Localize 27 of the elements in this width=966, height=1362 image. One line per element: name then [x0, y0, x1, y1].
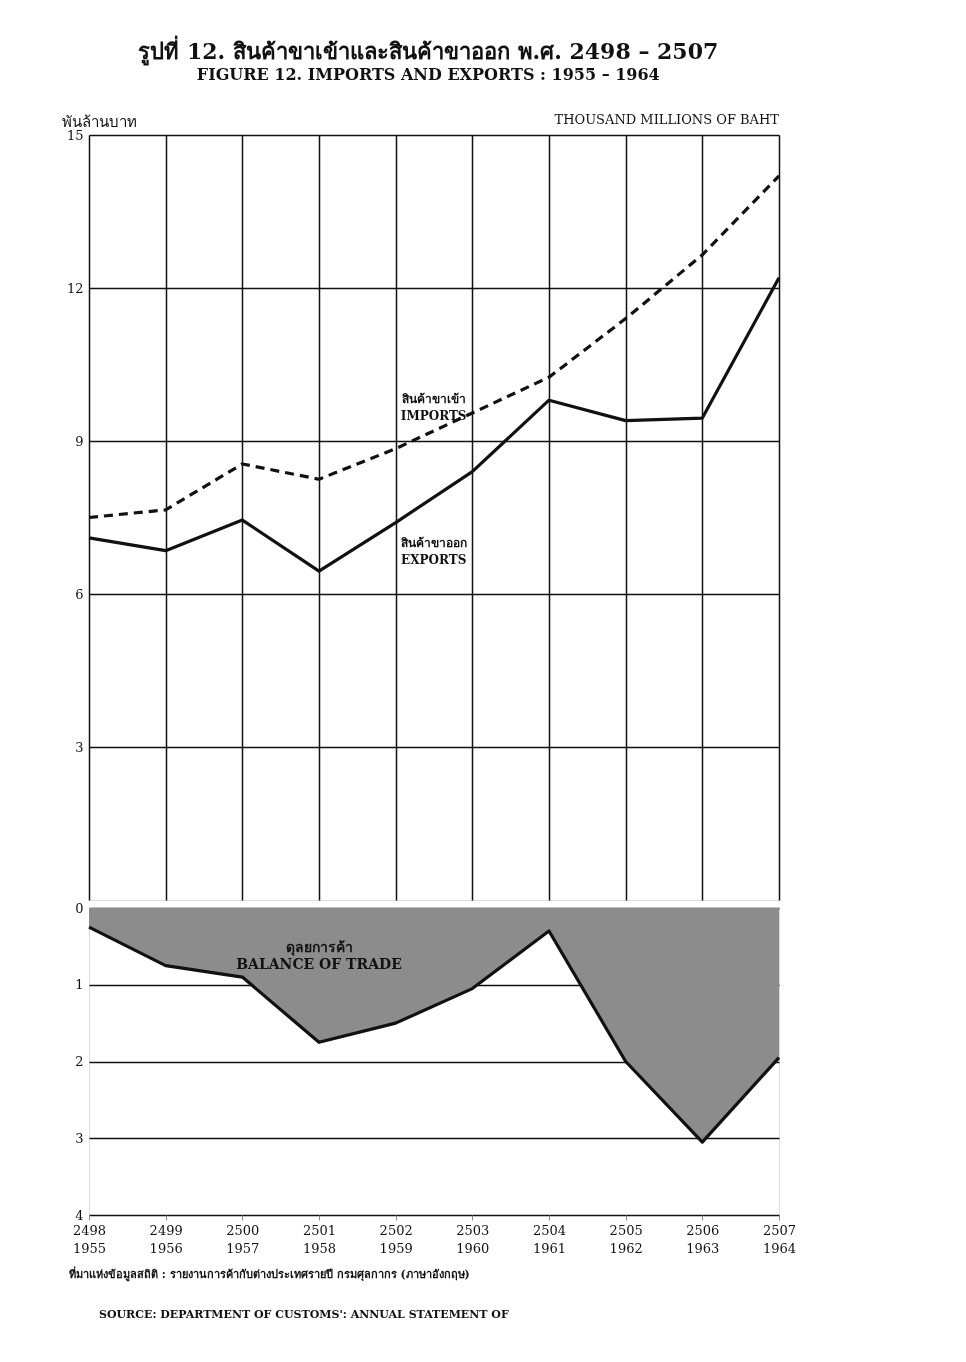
- source-note: SOURCE: DEPARTMENT OF CUSTOMS': ANNUAL STATEMENT OF: [99, 1308, 509, 1321]
- y-tick-label: 3: [75, 739, 84, 755]
- text: THOUSAND MILLIONS OF BAHT: [554, 112, 780, 127]
- x-tick-label: 2499 1956: [149, 1222, 183, 1256]
- x-tick-label: 2503 1960: [456, 1222, 490, 1256]
- x-tick-label: 2507 1964: [762, 1222, 797, 1256]
- y-tick-label: 4: [75, 1207, 84, 1223]
- y-tick-label: 1: [75, 977, 84, 993]
- x-tick-label: 2506 1963: [686, 1222, 720, 1256]
- chart-title: รูปที่ 12. สินค้าขาเข้าและสินค้าขาออก พ.ศ. 2498 – 2507: [138, 34, 719, 66]
- x-tick-label: 2501 1958: [302, 1222, 337, 1256]
- y-tick-label: 9: [75, 433, 84, 449]
- series-label: ดุลยการค้า BALANCE OF TRADE: [236, 939, 402, 972]
- x-tick-label: 2504 1961: [532, 1222, 567, 1256]
- y-tick-label: 2: [75, 1054, 84, 1069]
- series-label: สินค้าขาออก EXPORTS: [400, 535, 467, 567]
- text: ที่มาแห่งข้อมูลสถิติ : รายงานการค้ากับต่างประเทศรายปี กรมศุลกากร (ภาษาอังกฤษ): [69, 1266, 470, 1282]
- series-label: สินค้าขาเข้า IMPORTS: [400, 391, 467, 423]
- y-tick-label: 12: [66, 280, 84, 296]
- x-tick-label: 2505 1962: [609, 1222, 643, 1256]
- y-tick-label: 6: [75, 586, 84, 602]
- y-tick-label: 0: [75, 900, 84, 916]
- y-tick-label: 3: [75, 1130, 84, 1146]
- x-tick-label: 2502 1959: [379, 1222, 413, 1256]
- x-tick-label: 2498 1955: [72, 1222, 107, 1256]
- x-tick-label: 2500 1957: [226, 1222, 260, 1256]
- chart-subtitle: FIGURE 12. IMPORTS AND EXPORTS : 1955 – 1964: [196, 64, 660, 84]
